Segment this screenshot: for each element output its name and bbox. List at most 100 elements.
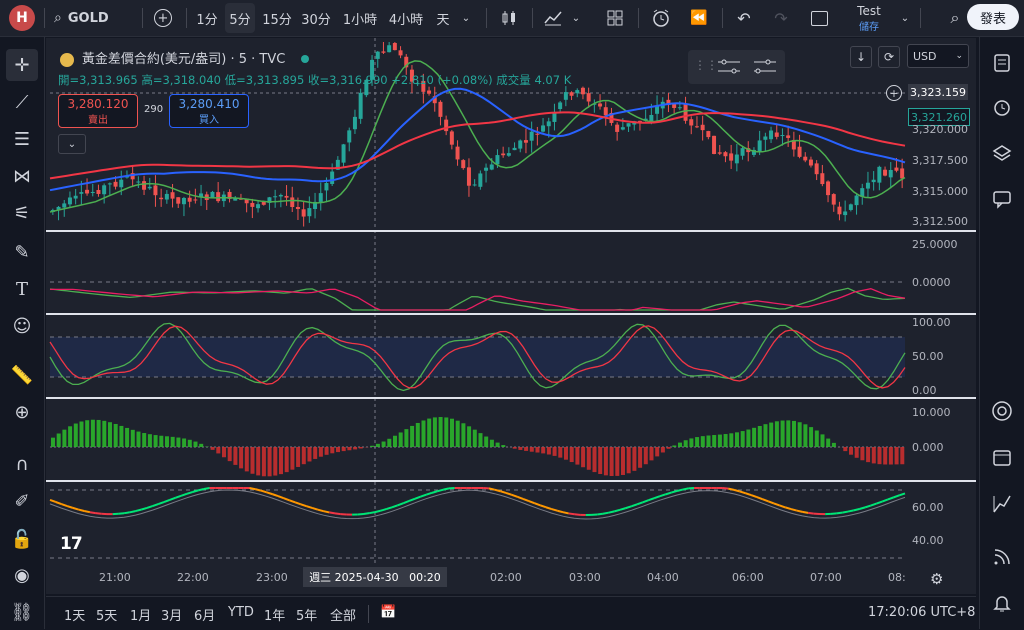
rsi-line-segment (609, 511, 615, 512)
candle-body (855, 196, 859, 206)
candle-body (518, 140, 522, 148)
sliders-icon[interactable] (716, 57, 742, 77)
candle-body (495, 155, 499, 164)
range-3m[interactable]: 3月 (161, 605, 182, 624)
hist-bar (228, 447, 232, 461)
hist-bar (154, 435, 158, 447)
candle-body (763, 136, 767, 139)
rsi-line-segment (785, 507, 791, 509)
range-1y[interactable]: 1年 (264, 605, 285, 624)
range-5y[interactable]: 5年 (296, 605, 317, 624)
hist-bar (444, 417, 448, 447)
chart-settings-button[interactable]: ⚙ (930, 570, 943, 588)
pane-divider-hist[interactable] (46, 480, 976, 482)
legend-collapse-button[interactable]: ⌄ (58, 134, 86, 154)
sliders-alt-icon[interactable] (752, 57, 778, 77)
candle-body (273, 196, 277, 197)
rsi-line-segment (375, 511, 381, 512)
rsi-line-segment (278, 496, 284, 498)
rsi-line-segment (552, 509, 558, 511)
hist-bar (872, 447, 876, 463)
hist-bar (735, 432, 739, 447)
rsi-line-segment (118, 513, 124, 514)
hist-bar (729, 433, 733, 447)
symbol-title[interactable]: 黃金差價合約(美元/盎司) · 5 · TVC (82, 52, 286, 67)
time-tick: 23:00 (256, 571, 288, 584)
range-5d[interactable]: 5天 (96, 605, 117, 624)
candle-body (615, 125, 619, 132)
candle-body (900, 168, 904, 178)
currency-select[interactable]: USD ⌄ (907, 44, 969, 68)
candle-body (188, 198, 192, 202)
range-6m[interactable]: 6月 (194, 605, 215, 624)
rsi-line-segment (677, 490, 683, 491)
candle-body (872, 180, 876, 182)
candle-body (467, 167, 471, 185)
candle-body (541, 125, 545, 131)
candle-body (176, 197, 180, 203)
candle-body (889, 170, 893, 177)
range-1d[interactable]: 1天 (64, 605, 85, 624)
hist-bar (427, 419, 431, 447)
add-alert-plus[interactable]: + (886, 85, 902, 101)
hist-bar (97, 420, 101, 447)
rsi-line-segment (740, 491, 746, 493)
rsi-line-segment (859, 507, 865, 509)
candle-body (290, 197, 294, 207)
candle-body (136, 182, 140, 183)
candle-body (193, 199, 197, 200)
candle-body (627, 123, 631, 126)
pane-divider-macd[interactable] (46, 313, 976, 315)
candle-body (108, 183, 112, 184)
rsi-line-segment (130, 511, 136, 512)
range-1m[interactable]: 1月 (130, 605, 151, 624)
rsi-line-segment (187, 492, 193, 494)
candle-body (91, 192, 95, 193)
buy-button[interactable]: 3,280.410 買入 (169, 94, 249, 128)
goto-date-button[interactable]: 📅 (380, 605, 396, 620)
candle-body (256, 204, 260, 208)
rsi-line-segment (523, 499, 529, 501)
rsi-line-segment (198, 489, 204, 490)
candle-body (427, 90, 431, 93)
rsi-line-segment (683, 488, 689, 489)
candle-body (684, 104, 688, 121)
refresh-layout-button[interactable]: ⟳ (878, 46, 900, 68)
pane-divider-price[interactable] (46, 230, 976, 232)
clock-display[interactable]: 17:20:06 UTC+8 (868, 605, 975, 620)
hist-bar (142, 433, 146, 447)
drag-handle-icon[interactable]: ⋮⋮ (694, 58, 718, 72)
pane-divider-stoch[interactable] (46, 397, 976, 399)
candle-body (775, 132, 779, 136)
rsi-line-segment (96, 513, 102, 514)
currency-value: USD (913, 50, 937, 63)
hist-bar (883, 447, 887, 464)
candle-body (216, 192, 220, 201)
candle-body (735, 155, 739, 164)
candle-body (114, 182, 118, 187)
hist-bar (399, 432, 403, 447)
range-ytd[interactable]: YTD (228, 605, 254, 620)
hist-bar (496, 443, 500, 447)
sell-button[interactable]: 3,280.120 賣出 (58, 94, 138, 128)
range-all[interactable]: 全部 (330, 605, 356, 624)
tradingview-logo[interactable]: 17 (60, 534, 82, 554)
rsi-line-segment (261, 491, 267, 493)
hist-bar (564, 447, 568, 460)
rsi-line-segment (90, 512, 96, 513)
hist-bar (518, 447, 522, 450)
candle-body (849, 204, 853, 210)
rsi-line-segment (255, 489, 261, 490)
candle-body (102, 185, 106, 194)
rsi-line-segment (193, 490, 199, 492)
rsi-line-segment (877, 502, 883, 504)
hist-bar (456, 421, 460, 447)
scroll-down-button[interactable]: ↓ (850, 46, 872, 68)
hist-bar (764, 424, 768, 447)
rsi-line-segment (865, 506, 871, 508)
hist-bar (353, 447, 357, 449)
candle-body (780, 135, 784, 136)
candle-body (587, 93, 591, 101)
hist-bar (900, 447, 904, 464)
hist-bar (889, 447, 893, 465)
